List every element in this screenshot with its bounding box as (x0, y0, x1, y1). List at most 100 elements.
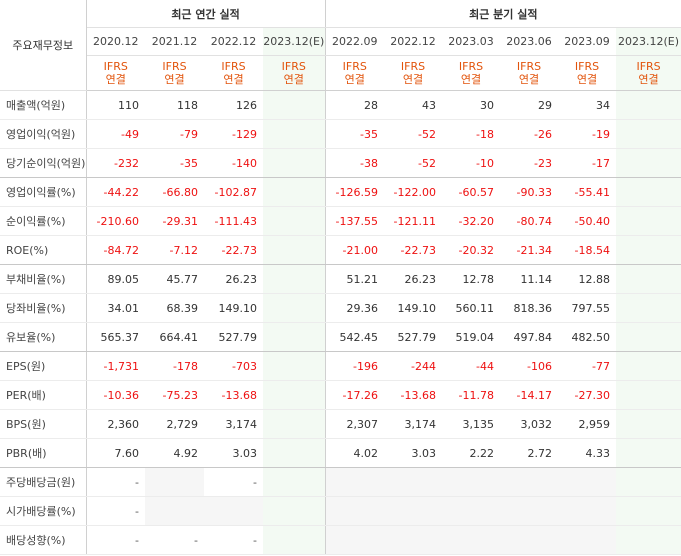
basis-standard: IFRS (636, 60, 661, 73)
row-label: 영업이익률(%) (0, 177, 87, 207)
table-row: EPS(원) -1,731 -178 -703 -196 -244 -44 -106 -77 (0, 351, 681, 381)
table-row: 영업이익(억원) -49 -79 -129 -35 -52 -18 -26 -19 (0, 119, 681, 149)
table-row: BPS(원) 2,360 2,729 3,174 2,307 3,174 3,135 3,03… (0, 409, 681, 439)
value-cell: -137.55 (325, 206, 385, 236)
value-cell: 4.33 (558, 438, 617, 468)
value-cell: 149.10 (384, 293, 443, 323)
value-cell (263, 525, 326, 555)
value-cell: -44 (442, 351, 501, 381)
value-cell: -111.43 (204, 206, 263, 236)
basis-scope: 연결 (283, 73, 304, 86)
value-cell (442, 467, 501, 497)
value-cell: -49 (86, 119, 145, 149)
value-cell: - (204, 467, 263, 497)
value-cell: 34 (558, 90, 617, 120)
table-row: 부채비율(%) 89.05 45.77 26.23 51.21 26.23 12.78 11.… (0, 264, 681, 294)
basis-scope: 연결 (402, 73, 424, 86)
value-cell: 12.78 (442, 264, 501, 294)
value-cell (384, 525, 443, 555)
value-cell: - (86, 525, 145, 555)
value-cell: -50.40 (558, 206, 617, 236)
value-cell: 3,174 (384, 409, 443, 439)
value-cell (616, 119, 681, 149)
value-cell (616, 496, 681, 526)
row-label: 매출액(억원) (0, 90, 87, 120)
accounting-basis-cell: IFRS 연결 (145, 55, 204, 91)
value-cell: -27.30 (558, 380, 617, 410)
basis-scope: 연결 (576, 73, 598, 86)
table-row: 매출액(억원) 110 118 126 28 43 30 29 34 (0, 90, 681, 120)
basis-standard: IFRS (281, 60, 306, 73)
basis-scope: 연결 (223, 73, 244, 86)
value-cell: - (86, 467, 145, 497)
period-header: 2023.09 (558, 27, 617, 56)
value-cell (384, 467, 443, 497)
row-label: 유보율(%) (0, 322, 87, 352)
value-cell (558, 467, 617, 497)
row-label-header: 주요재무정보 (0, 0, 87, 91)
value-cell: 3,174 (204, 409, 263, 439)
financial-rows: 매출액(억원) 110 118 126 28 43 30 29 34 영업이익(억원) -49 -79… (0, 90, 681, 555)
value-cell: 12.88 (558, 264, 617, 294)
value-cell (500, 525, 559, 555)
value-cell: 11.14 (500, 264, 559, 294)
value-cell: -703 (204, 351, 263, 381)
value-cell: -79 (145, 119, 204, 149)
period-header-estimate: 2023.12(E) (263, 27, 326, 56)
basis-standard: IFRS (221, 60, 246, 73)
value-cell: 3.03 (204, 438, 263, 468)
value-cell: -19 (558, 119, 617, 149)
value-cell (558, 525, 617, 555)
period-header-row: 2020.12 2021.12 2022.12 2023.12(E) 2022.… (0, 27, 681, 56)
value-cell: 4.92 (145, 438, 204, 468)
value-cell (616, 525, 681, 555)
value-cell: 68.39 (145, 293, 204, 323)
value-cell: -10.36 (86, 380, 145, 410)
value-cell: 51.21 (325, 264, 385, 294)
value-cell: -18 (442, 119, 501, 149)
value-cell: -140 (204, 148, 263, 178)
value-cell (616, 177, 681, 207)
value-cell (616, 409, 681, 439)
value-cell: -102.87 (204, 177, 263, 207)
row-label: 배당성향(%) (0, 525, 87, 555)
value-cell: -22.73 (384, 235, 443, 265)
value-cell: 126 (204, 90, 263, 120)
value-cell: 4.02 (325, 438, 385, 468)
value-cell: 3,135 (442, 409, 501, 439)
value-cell: -35 (325, 119, 385, 149)
value-cell: -13.68 (384, 380, 443, 410)
value-cell (263, 293, 326, 323)
row-label: 부채비율(%) (0, 264, 87, 294)
basis-scope: 연결 (344, 73, 365, 86)
accounting-basis-cell: IFRS 연결 (500, 55, 559, 91)
value-cell (145, 467, 204, 497)
period-header: 2023.06 (500, 27, 559, 56)
accounting-basis-cell: IFRS 연결 (325, 55, 385, 91)
value-cell: 45.77 (145, 264, 204, 294)
row-label: 순이익률(%) (0, 206, 87, 236)
value-cell: 497.84 (500, 322, 559, 352)
table-row: PER(배) -10.36 -75.23 -13.68 -17.26 -13.68 -11.… (0, 380, 681, 410)
value-cell (616, 206, 681, 236)
value-cell: 560.11 (442, 293, 501, 323)
value-cell: 664.41 (145, 322, 204, 352)
value-cell: 527.79 (204, 322, 263, 352)
table-row: 배당성향(%) - - - (0, 525, 681, 555)
accounting-basis-cell: IFRS 연결 (384, 55, 443, 91)
basis-standard: IFRS (103, 60, 128, 73)
value-cell: 149.10 (204, 293, 263, 323)
period-header: 2022.12 (384, 27, 443, 56)
value-cell: -7.12 (145, 235, 204, 265)
value-cell (616, 322, 681, 352)
value-cell: -13.68 (204, 380, 263, 410)
value-cell (263, 409, 326, 439)
value-cell: 2.22 (442, 438, 501, 468)
value-cell: 29 (500, 90, 559, 120)
value-cell: -129 (204, 119, 263, 149)
value-cell (263, 119, 326, 149)
basis-standard: IFRS (574, 60, 600, 73)
basis-scope: 연결 (518, 73, 540, 86)
period-header: 2022.09 (325, 27, 385, 56)
value-cell: - (204, 525, 263, 555)
